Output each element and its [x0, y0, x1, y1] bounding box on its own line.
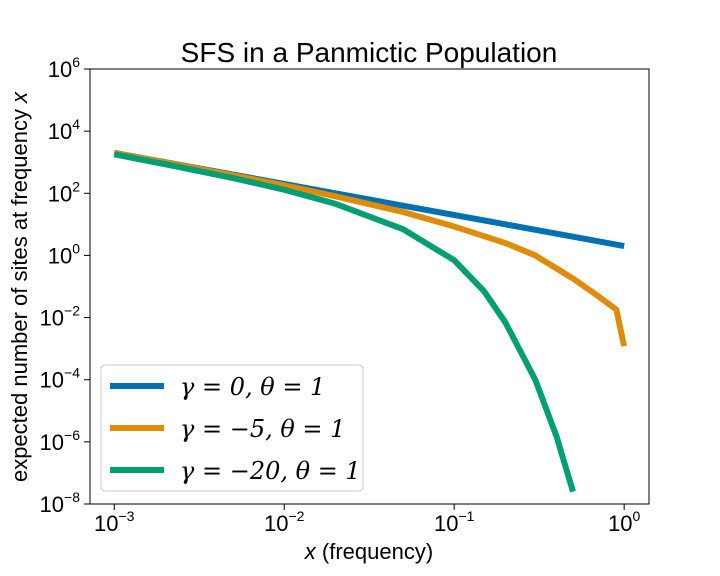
y-tick-label: 10−6	[40, 427, 81, 455]
x-axis-label-variable: x	[304, 539, 317, 564]
series-layer	[113, 149, 628, 493]
y-tick-label: 106	[48, 54, 80, 82]
y-tick-label-exponent: −6	[64, 427, 80, 443]
legend-label-2: γ = −5, θ = 1	[180, 415, 345, 443]
y-tick-label-exponent: 4	[72, 116, 80, 132]
legend-box	[100, 364, 364, 492]
series-line-2	[113, 150, 628, 347]
y-tick-label-exponent: −2	[64, 303, 80, 319]
chart-title: SFS in a Panmictic Population	[181, 37, 558, 68]
y-axis-label: expected number of sites at frequency x	[7, 91, 32, 482]
x-tick-label: 10−1	[434, 508, 475, 536]
legend-label-3: γ = −20, θ = 1	[180, 457, 361, 485]
y-tick-label-base: 10	[48, 57, 72, 82]
y-tick-label-base: 10	[40, 430, 64, 455]
y-tick-label-exponent: 6	[72, 54, 80, 70]
y-tick-label-exponent: −4	[64, 365, 80, 381]
y-tick-label: 100	[48, 240, 80, 268]
y-tick-label: 10−4	[40, 365, 81, 393]
x-tick-label: 100	[608, 508, 640, 536]
y-axis-label-text: expected number of sites at frequency	[7, 103, 32, 482]
y-tick-label: 10−8	[40, 489, 81, 517]
x-axis-label: x (frequency)	[304, 539, 433, 564]
y-tick-label-base: 10	[48, 119, 72, 144]
plot-frame	[89, 68, 650, 505]
y-tick-label-exponent: 0	[72, 240, 80, 256]
x-tick-label-base: 10	[434, 511, 458, 536]
x-tick-label: 10−2	[264, 508, 305, 536]
x-tick-label-exponent: −2	[288, 508, 304, 524]
y-tick-label-exponent: −8	[64, 489, 80, 505]
y-tick-label-base: 10	[48, 243, 72, 268]
series-line-3	[113, 151, 576, 493]
x-tick-label-exponent: −1	[458, 508, 474, 524]
y-tick-label-base: 10	[40, 368, 64, 393]
y-tick-label: 10−2	[40, 303, 81, 331]
y-tick-label-base: 10	[40, 306, 64, 331]
x-axis-label-text: (frequency)	[316, 539, 433, 564]
x-tick-label-base: 10	[94, 511, 118, 536]
x-tick-label-exponent: −3	[119, 508, 135, 524]
x-tick-label: 10−3	[94, 508, 135, 536]
y-tick-label: 104	[48, 116, 80, 144]
y-axis-label-variable: x	[7, 91, 32, 104]
y-tick-label-exponent: 2	[72, 178, 80, 194]
legend-label-1: γ = 0, θ = 1	[180, 373, 325, 401]
x-tick-label-base: 10	[264, 511, 288, 536]
y-tick-label-base: 10	[40, 492, 64, 517]
x-tick-label-exponent: 0	[633, 508, 641, 524]
y-tick-label-base: 10	[48, 181, 72, 206]
x-tick-label-base: 10	[608, 511, 632, 536]
y-tick-label: 102	[48, 178, 80, 206]
x-axis-ticks: 10−3 10−2 10−1 100	[94, 504, 641, 536]
legend: γ = 0, θ = 1 γ = −5, θ = 1 γ = −20, θ = 1	[100, 364, 364, 492]
